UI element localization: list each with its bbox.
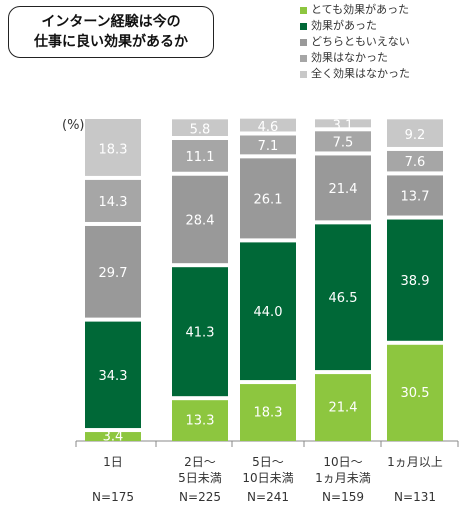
- bar-segment: [172, 267, 228, 397]
- bar-segment: [240, 158, 296, 239]
- category-label: 5日～ 10日未満: [242, 455, 294, 485]
- data-label: 7.5: [333, 135, 354, 150]
- data-label: 14.3: [99, 195, 128, 210]
- bar-segment: [387, 150, 443, 172]
- chart-title: インターン経験は今の 仕事に良い効果があるか: [34, 14, 188, 50]
- bar-segment: [172, 400, 228, 441]
- data-label: 13.7: [401, 189, 430, 204]
- legend-label: どちらともいえない: [311, 35, 410, 48]
- legend-swatch: [300, 70, 307, 78]
- category-label: 2日～ 5日未満: [178, 455, 222, 485]
- bar-segment: [387, 119, 443, 147]
- chart-title-box: インターン経験は今の 仕事に良い効果があるか: [8, 6, 214, 58]
- legend-label: とても効果があった: [311, 3, 410, 16]
- data-label: 3.1: [333, 118, 354, 133]
- bar-segment: [387, 175, 443, 216]
- data-label: 29.7: [99, 266, 128, 281]
- legend-item: とても効果があった: [300, 2, 410, 18]
- data-label: 18.3: [254, 406, 283, 421]
- data-label: 13.3: [186, 414, 215, 429]
- data-label: 46.5: [329, 291, 358, 306]
- category-label: 1ヵ月以上: [387, 455, 443, 469]
- legend-item: 効果はなかった: [300, 50, 410, 66]
- category-label: 1日: [103, 455, 123, 469]
- sample-size-label: N=175: [92, 490, 134, 504]
- data-label: 4.6: [258, 120, 279, 135]
- legend-swatch: [300, 38, 307, 46]
- legend-label: 効果はなかった: [311, 51, 388, 64]
- bar-segment: [240, 118, 296, 132]
- data-label: 34.3: [99, 369, 128, 384]
- data-label: 41.3: [186, 326, 215, 341]
- bar-segment: [315, 119, 371, 128]
- data-label: 21.4: [329, 182, 358, 197]
- legend-item: 効果があった: [300, 18, 410, 34]
- data-label: 44.0: [254, 305, 283, 320]
- bar-segment: [172, 139, 228, 172]
- data-label: 26.1: [254, 192, 283, 207]
- bar-segment: [315, 155, 371, 221]
- sample-size-label: N=159: [322, 490, 364, 504]
- bar-segment: [172, 119, 228, 136]
- bar-segment: [387, 344, 443, 441]
- legend-item: 全く効果はなかった: [300, 66, 410, 82]
- sample-size-label: N=241: [247, 490, 289, 504]
- data-label: 5.8: [190, 123, 211, 138]
- bar-segment: [85, 321, 141, 429]
- y-unit-label: (%): [62, 118, 85, 133]
- data-label: 9.2: [405, 128, 426, 143]
- data-label: 21.4: [329, 401, 358, 416]
- bar-segment: [240, 135, 296, 155]
- data-label: 28.4: [186, 213, 215, 228]
- data-label: 18.3: [99, 142, 128, 157]
- data-label: 3.4: [103, 430, 124, 445]
- data-label: 7.6: [405, 155, 426, 170]
- bar-segment: [315, 374, 371, 441]
- bar-segment: [172, 175, 228, 264]
- bar-segment: [85, 432, 141, 441]
- bar-segment: [315, 224, 371, 371]
- sample-size-label: N=225: [179, 490, 221, 504]
- legend: とても効果があった 効果があったどちらともいえない 効果はなかった全く効果はなかった: [300, 2, 410, 82]
- data-label: 11.1: [186, 150, 215, 165]
- data-label: 38.9: [401, 274, 430, 289]
- legend-swatch: [300, 22, 307, 30]
- bar-segment: [85, 179, 141, 222]
- bar-segment: [85, 119, 141, 176]
- bar-segment: [387, 219, 443, 341]
- legend-swatch: [300, 6, 307, 14]
- legend-label: 効果があった: [311, 19, 377, 32]
- data-label: 30.5: [401, 386, 430, 401]
- bar-segment: [240, 384, 296, 441]
- bar-segment: [85, 225, 141, 318]
- sample-size-label: N=131: [394, 490, 436, 504]
- legend-label: 全く効果はなかった: [311, 67, 410, 80]
- bar-segment: [315, 131, 371, 152]
- legend-swatch: [300, 54, 307, 62]
- data-label: 7.1: [258, 139, 279, 154]
- bar-segment: [240, 242, 296, 381]
- legend-item: どちらともいえない: [300, 34, 410, 50]
- category-label: 10日～ 1ヵ月未満: [315, 455, 371, 485]
